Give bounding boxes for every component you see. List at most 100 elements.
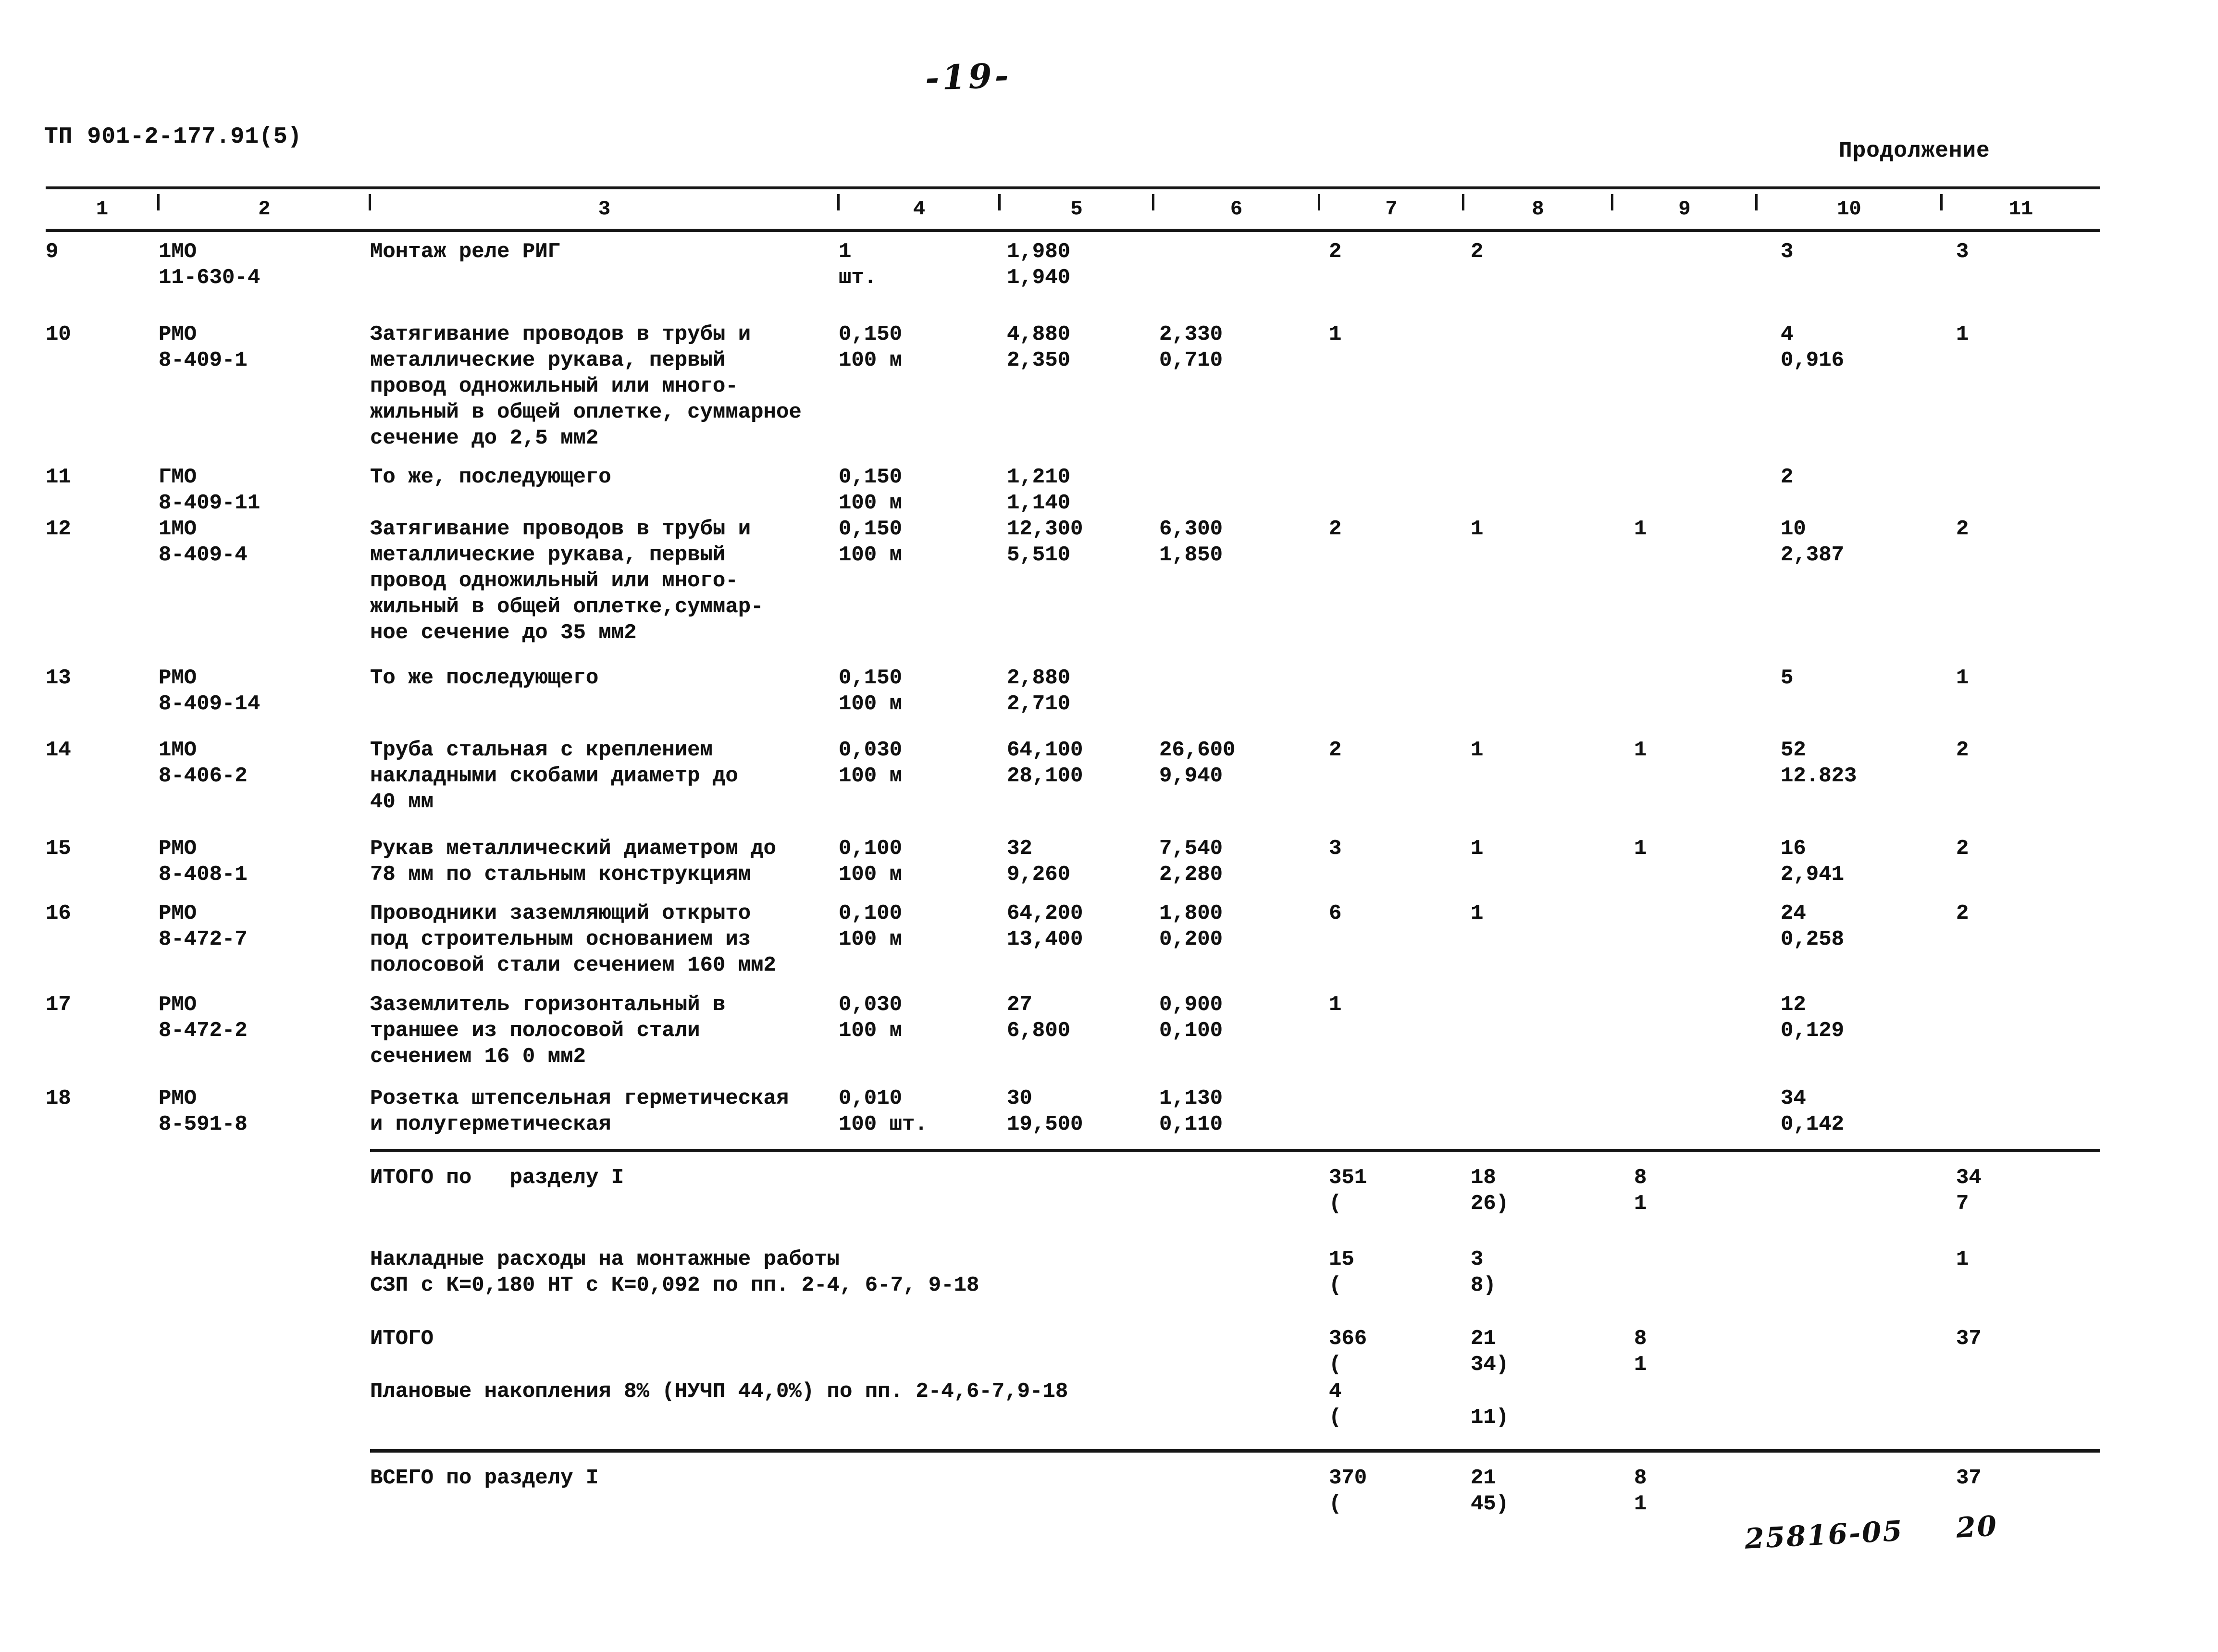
- works-table: 1 2 3 4 5 6 7 8 9 10 11 9 1МО 11-630-4 М…: [46, 186, 2100, 1537]
- row-12-col5: 12,300 5,510: [1007, 517, 1083, 567]
- column-header-3: 3: [369, 186, 839, 232]
- row-16-col11: 2: [1956, 901, 1969, 925]
- summary-spacer: [46, 1326, 370, 1379]
- column-header-4: 4: [837, 186, 1000, 232]
- row-12-col11: 2: [1956, 517, 1969, 541]
- row-11-description: То же, последующего: [370, 465, 611, 489]
- row-9-col6: [1153, 230, 1319, 321]
- row-18-col7: [1319, 1085, 1463, 1150]
- table-row-13: 13 РМО 8-409-14 То же последующего 0,150…: [46, 665, 2100, 737]
- row-18-num: 18: [46, 1086, 71, 1110]
- summary-col9: 8 1: [1634, 1327, 1647, 1377]
- table-row-12: 12 1МО 8-409-4 Затягивание проводов в тр…: [46, 516, 2100, 665]
- summary-col9: 8 1: [1634, 1166, 1647, 1216]
- page-number: -19-: [924, 55, 1012, 99]
- row-9-col11: 3: [1956, 239, 1969, 264]
- row-13-col5: 2,880 2,710: [1007, 666, 1071, 716]
- divider-spacer: [46, 1451, 370, 1465]
- summary-row-itogo: ИТОГО 366 ( 21 34) 8 1 37: [46, 1326, 2100, 1379]
- column-header-6: 6: [1152, 186, 1319, 232]
- row-14-col5: 64,100 28,100: [1007, 738, 1083, 788]
- row-15-col11: 2: [1956, 837, 1969, 861]
- row-9-col7: 2: [1329, 239, 1342, 264]
- row-16-col8: 1: [1471, 901, 1484, 925]
- row-16-description: Проводники заземляющий открыто под строи…: [370, 901, 776, 977]
- row-14-col6: 26,600 9,940: [1159, 738, 1236, 788]
- row-16-col7: 6: [1329, 901, 1342, 925]
- row-15-col5: 32 9,260: [1007, 837, 1071, 887]
- row-17-unit: 0,030 100 м: [839, 993, 903, 1043]
- row-10-num: 10: [46, 322, 71, 346]
- summary-col10: [1757, 1165, 1942, 1246]
- row-9-unit: 1 шт.: [839, 239, 877, 290]
- row-16-code: РМО 8-472-7: [159, 901, 248, 951]
- summary-row-planned-savings: Плановые накопления 8% (НУЧП 44,0%) по п…: [46, 1379, 2100, 1451]
- column-header-7: 7: [1318, 186, 1463, 232]
- table-row-10: 10 РМО 8-409-1 Затягивание проводов в тр…: [46, 321, 2100, 464]
- row-16-col10: 24 0,258: [1781, 901, 1845, 951]
- summary-col7: 351 (: [1329, 1166, 1367, 1216]
- table-row-11: 11 ГМО 8-409-11 То же, последующего 0,15…: [46, 464, 2100, 516]
- row-14-description: Труба стальная с креплением накладными с…: [370, 738, 738, 814]
- column-header-11: 11: [1940, 186, 2100, 232]
- row-11-col9: [1612, 464, 1757, 516]
- row-17-col5: 27 6,800: [1007, 993, 1071, 1043]
- row-10-description: Затягивание проводов в трубы и металличе…: [370, 322, 802, 450]
- summary-col8: 21 45): [1471, 1466, 1509, 1516]
- divider-line: [370, 1148, 2100, 1165]
- summary-col7: 15 (: [1329, 1247, 1354, 1297]
- row-11-col8: [1463, 464, 1612, 516]
- divider-line: [370, 1449, 2100, 1465]
- row-16-col9: [1612, 900, 1757, 992]
- column-header-5: 5: [998, 186, 1153, 232]
- summary-label: Накладные расходы на монтажные работы СЗ…: [370, 1247, 979, 1297]
- row-16-unit: 0,100 100 м: [839, 901, 903, 951]
- summary-col11: 34 7: [1956, 1166, 1982, 1216]
- row-17-col7: 1: [1329, 993, 1342, 1017]
- column-header-10: 10: [1755, 186, 1942, 232]
- row-15-num: 15: [46, 837, 71, 861]
- column-header-1: 1: [46, 186, 159, 232]
- summary-col10: [1757, 1246, 1942, 1326]
- summary-spacer: [46, 1165, 370, 1246]
- row-16-col6: 1,800 0,200: [1159, 901, 1223, 951]
- row-9-code: 1МО 11-630-4: [159, 239, 260, 290]
- summary-label: Плановые накопления 8% (НУЧП 44,0%) по п…: [370, 1380, 1068, 1404]
- row-18-unit: 0,010 100 шт.: [839, 1086, 928, 1136]
- row-9-col9: [1612, 230, 1757, 321]
- row-18-col10: 34 0,142: [1781, 1086, 1845, 1136]
- row-12-col6: 6,300 1,850: [1159, 517, 1223, 567]
- column-header-9: 9: [1611, 186, 1757, 232]
- row-12-num: 12: [46, 517, 71, 541]
- row-14-code: 1МО 8-406-2: [159, 738, 248, 788]
- summary-col10: [1757, 1379, 1942, 1451]
- row-15-col10: 16 2,941: [1781, 837, 1845, 887]
- row-11-col7: [1319, 464, 1463, 516]
- row-18-col11: [1942, 1085, 2100, 1150]
- divider-spacer: [46, 1150, 370, 1165]
- row-10-col5: 4,880 2,350: [1007, 322, 1071, 372]
- row-15-col8: 1: [1471, 837, 1484, 861]
- summary-row-vsego: ВСЕГО по разделу I 370 ( 21 45) 8 1 37: [46, 1465, 2100, 1537]
- row-10-col10: 4 0,916: [1781, 322, 1845, 372]
- row-10-col6: 2,330 0,710: [1159, 322, 1223, 372]
- row-11-num: 11: [46, 465, 71, 489]
- summary-label: ВСЕГО по разделу I: [370, 1466, 599, 1490]
- row-10-code: РМО 8-409-1: [159, 322, 248, 372]
- row-13-col9: [1612, 665, 1757, 737]
- row-9-col5: 1,980 1,940: [1007, 239, 1071, 290]
- summary-col9: [1612, 1246, 1757, 1326]
- row-13-col11: 1: [1956, 666, 1969, 690]
- row-13-col10: 5: [1781, 666, 1794, 690]
- row-17-num: 17: [46, 993, 71, 1017]
- row-11-col6: [1153, 464, 1319, 516]
- summary-row-overheads: Накладные расходы на монтажные работы СЗ…: [46, 1246, 2100, 1326]
- row-9-description: Монтаж реле РИГ: [370, 239, 561, 264]
- row-18-col5: 30 19,500: [1007, 1086, 1083, 1136]
- row-11-code: ГМО 8-409-11: [159, 465, 260, 515]
- summary-spacer: [46, 1246, 370, 1326]
- row-10-col8: [1463, 321, 1612, 464]
- row-17-code: РМО 8-472-2: [159, 993, 248, 1043]
- row-13-col6: [1153, 665, 1319, 737]
- row-15-col9: 1: [1634, 837, 1647, 861]
